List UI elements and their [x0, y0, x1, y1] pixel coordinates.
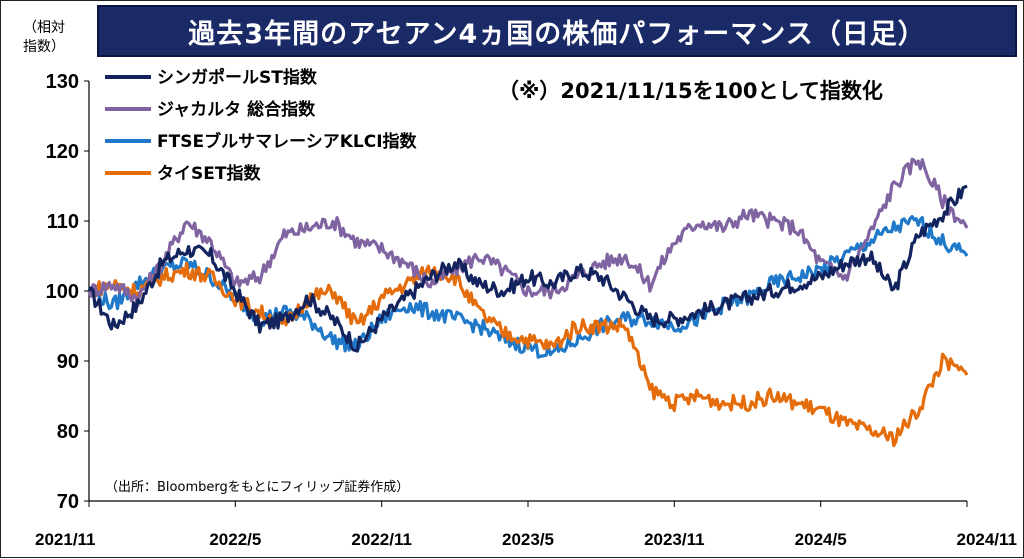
source-note: （出所：Bloombergをもとにフィリップ証券作成）: [105, 479, 409, 495]
x-tick-label: 2024/5: [795, 530, 847, 549]
y-tick-label: 110: [47, 211, 79, 233]
x-tick-label: 2022/5: [209, 530, 261, 549]
series-line-0: [87, 184, 968, 353]
y-tick-label: 90: [57, 351, 79, 373]
y-tick-label: 100: [46, 281, 79, 303]
legend-label-1: ジャカルタ 総合指数: [157, 99, 316, 120]
y-axis-unit-label: （相対 指数）: [23, 20, 65, 55]
y-tick-label: 120: [46, 141, 79, 163]
x-tick-label: 2022/11: [351, 530, 412, 549]
x-tick-label: 2023/5: [502, 530, 554, 549]
x-tick-label: 2021/11: [35, 530, 96, 549]
series-line-1: [87, 157, 969, 308]
y-tick-label: 130: [46, 71, 79, 93]
legend-label-0: シンガポールST指数: [157, 67, 318, 88]
series-layer: [87, 157, 969, 448]
legend-label-3: タイSET指数: [157, 163, 261, 184]
y-tick-label: 80: [57, 421, 79, 443]
series-line-3: [87, 261, 969, 448]
y-tick-label: 70: [57, 491, 79, 513]
legend-label-2: FTSEブルサマレーシアKLCI指数: [157, 131, 418, 152]
x-tick-label: 2024/11: [956, 530, 1017, 549]
x-tick-label: 2023/11: [644, 530, 705, 549]
chart-title: 過去3年間のアセアン4ヵ国の株価パフォーマンス（日足）: [97, 5, 1017, 57]
annotation-note: （※）2021/11/15を100として指数化: [498, 79, 883, 103]
